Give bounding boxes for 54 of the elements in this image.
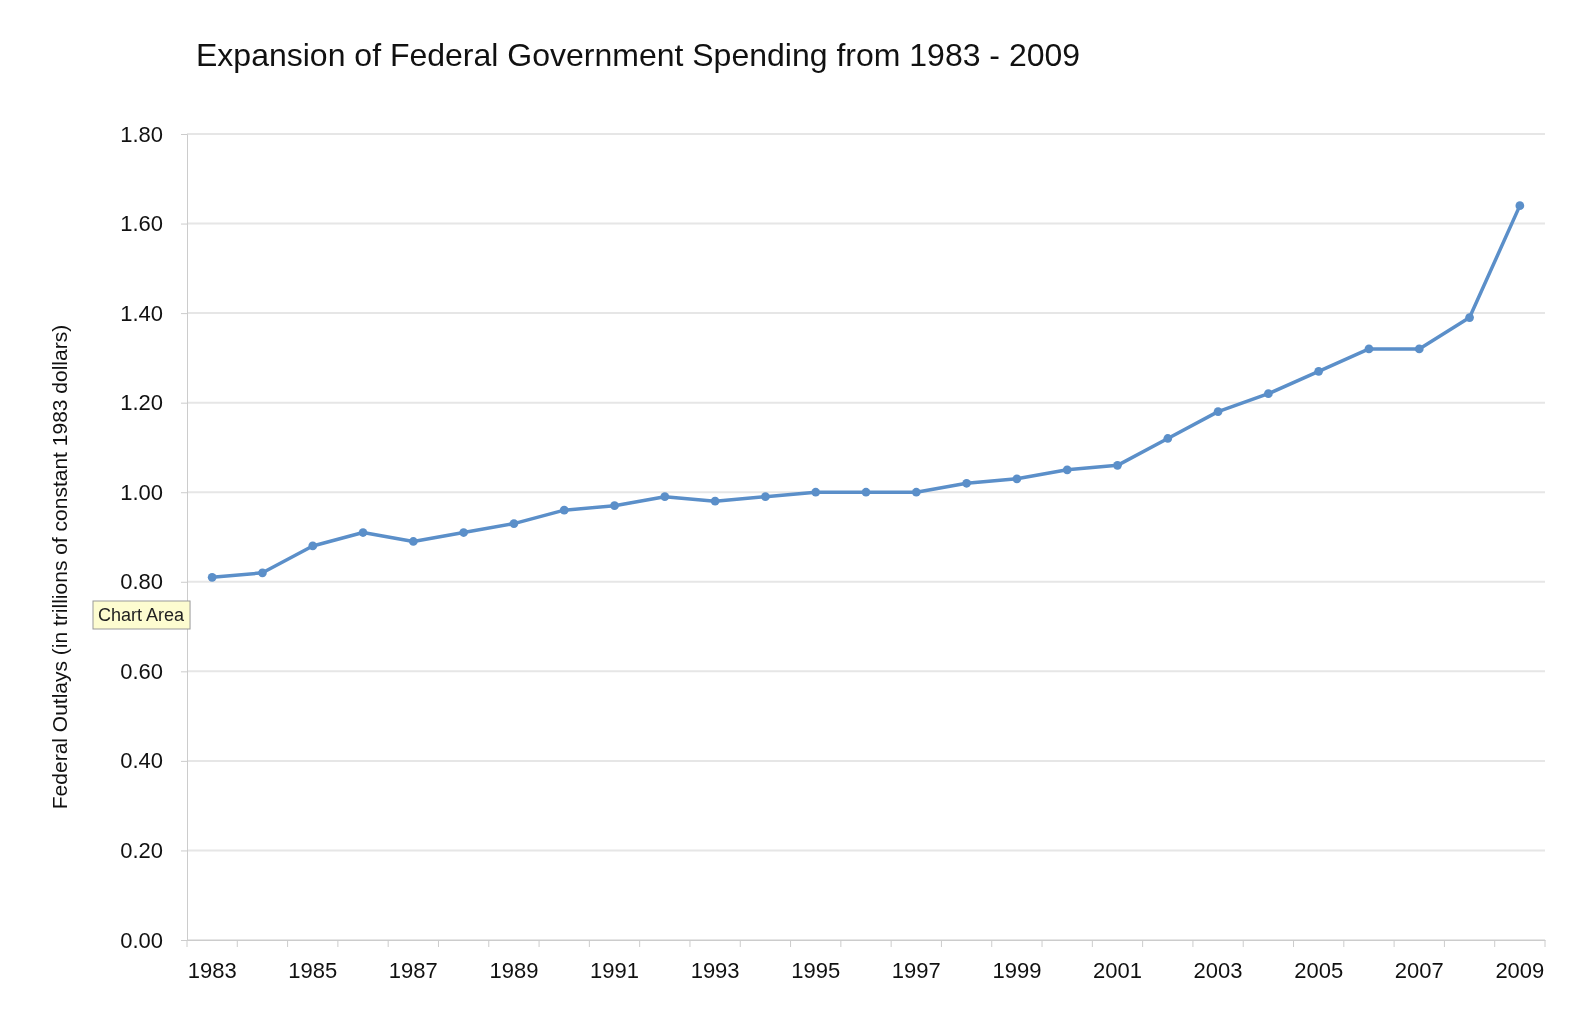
- point: [710, 496, 720, 506]
- point: [911, 487, 921, 497]
- x-tick-label: 2009: [1495, 957, 1545, 983]
- y-tick-label: 0.80: [120, 569, 163, 595]
- point: [1515, 201, 1525, 211]
- point: [509, 519, 519, 528]
- point: [1364, 344, 1374, 354]
- point: [358, 528, 368, 537]
- point: [1062, 465, 1072, 475]
- point: [1113, 460, 1122, 470]
- y-tick-label: 1.00: [120, 479, 163, 505]
- point: [258, 568, 267, 578]
- point: [610, 501, 619, 511]
- y-axis-title: Federal Outlays (in trillions of constant 1983 dollars): [48, 324, 71, 810]
- point: [1314, 366, 1324, 376]
- point: [207, 572, 217, 582]
- point: [962, 478, 971, 488]
- point: [1012, 474, 1022, 484]
- point: [459, 528, 468, 537]
- y-tick-label: 1.20: [120, 390, 163, 416]
- x-tick-label: 1997: [891, 957, 941, 983]
- y-tick-label: 0.40: [120, 748, 163, 774]
- point: [559, 505, 569, 515]
- x-tick-label: 1995: [791, 957, 841, 983]
- point: [1163, 434, 1173, 443]
- x-tick-label: 1993: [690, 957, 740, 983]
- point: [811, 487, 821, 497]
- point: [1465, 313, 1474, 322]
- y-tick-label: 0.20: [120, 837, 163, 863]
- point: [408, 537, 418, 546]
- x-tick-label: 1985: [288, 957, 338, 983]
- x-tick-label: 2001: [1093, 957, 1142, 983]
- y-tick-label: 1.40: [120, 300, 163, 326]
- point: [1213, 407, 1223, 416]
- point: [761, 492, 770, 502]
- point: [1264, 389, 1273, 399]
- point: [308, 541, 318, 551]
- x-tick-label: 1987: [388, 957, 438, 983]
- y-tick-label: 0.60: [120, 658, 163, 684]
- x-tick-label: 2005: [1294, 957, 1344, 983]
- x-tick-label: 1999: [992, 957, 1042, 983]
- x-tick-label: 1991: [590, 957, 639, 983]
- chart-title: Expansion of Federal Government Spending from 1983 - 2009: [196, 37, 1081, 73]
- point: [660, 492, 670, 502]
- point: [1414, 344, 1424, 354]
- text: Chart Area: [98, 605, 186, 625]
- x-tick-label: 2003: [1193, 957, 1243, 983]
- x-tick-label: 1983: [187, 957, 237, 983]
- point: [861, 487, 871, 497]
- y-tick-label: 0.00: [120, 927, 163, 953]
- x-tick-label: 2007: [1394, 957, 1444, 983]
- y-tick-label: 1.80: [120, 121, 163, 147]
- x-tick-label: 1989: [489, 957, 539, 983]
- y-tick-label: 1.60: [120, 211, 163, 237]
